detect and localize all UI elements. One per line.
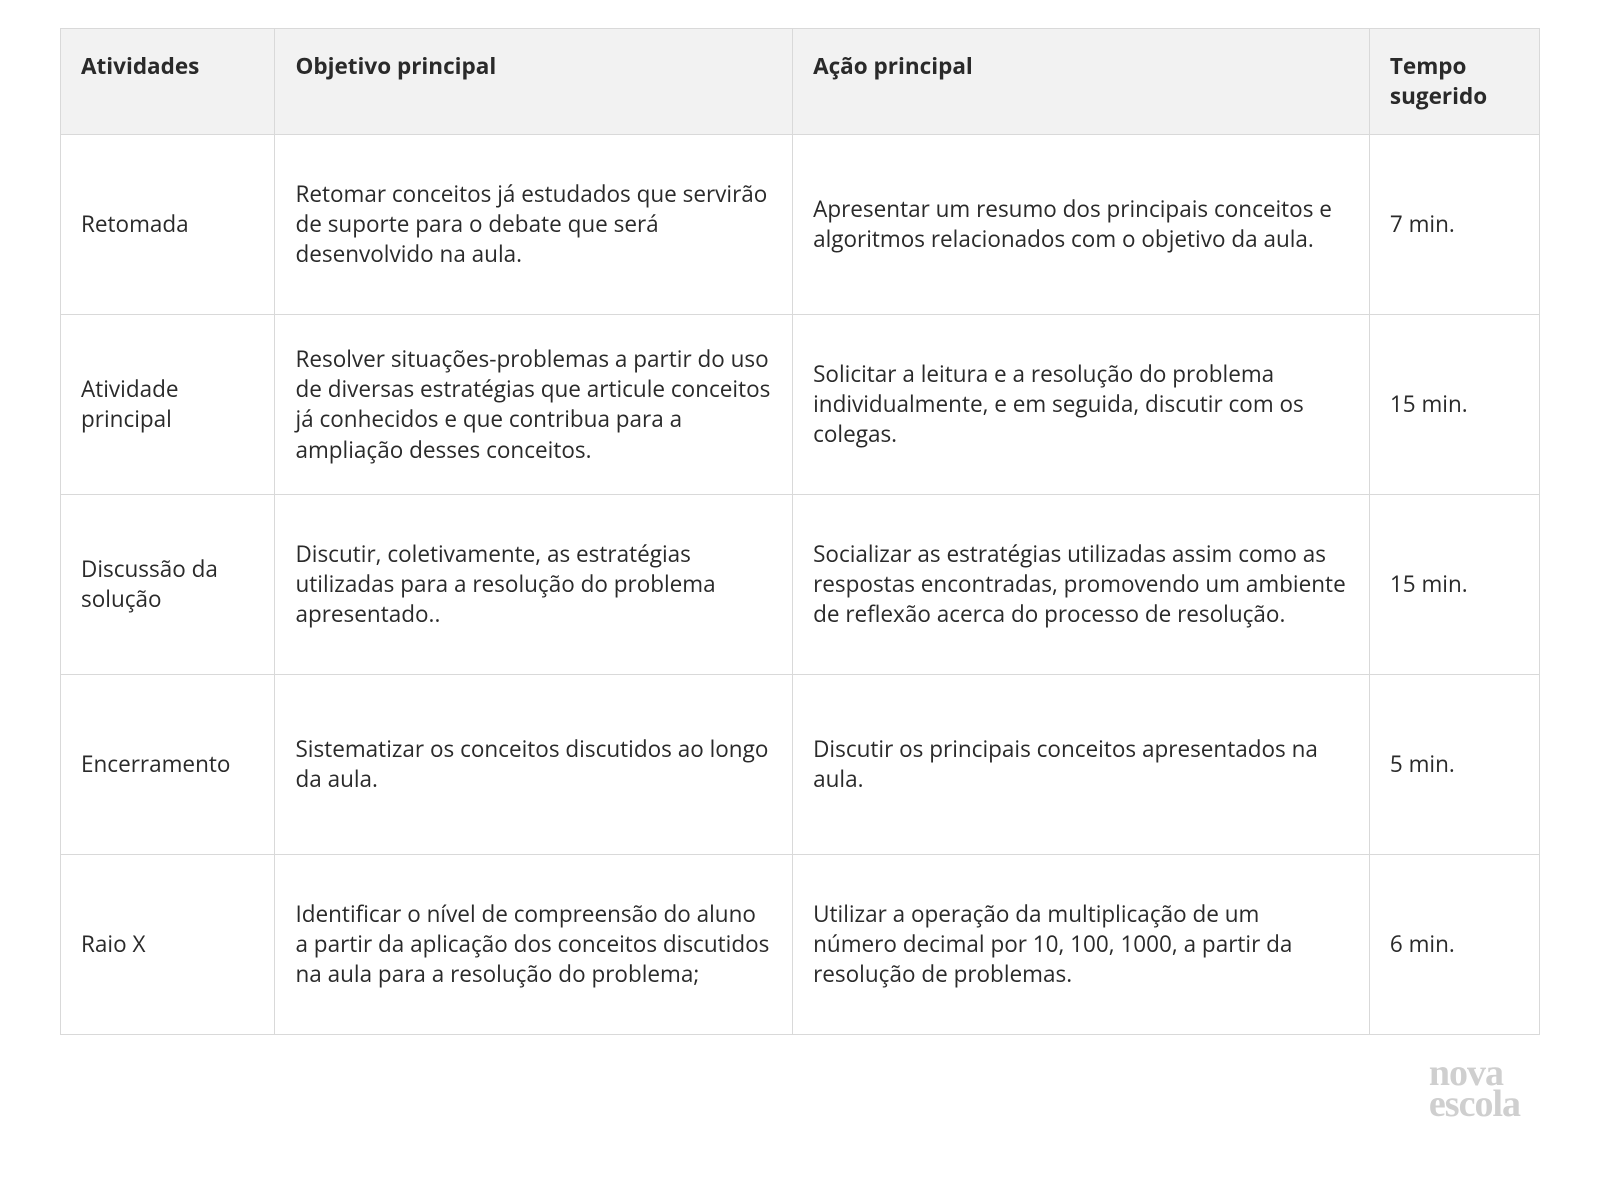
cell-atividade: Discussão da solução (61, 494, 275, 674)
cell-atividade: Raio X (61, 854, 275, 1034)
cell-objetivo: Sistematizar os conceitos discutidos ao … (275, 674, 793, 854)
table-row: Discussão da solução Discutir, coletivam… (61, 494, 1540, 674)
cell-acao: Discutir os principais conceitos apresen… (793, 674, 1370, 854)
cell-tempo: 15 min. (1369, 314, 1539, 494)
cell-atividade: Retomada (61, 134, 275, 314)
cell-tempo: 7 min. (1369, 134, 1539, 314)
table-row: Atividade principal Resolver situações-p… (61, 314, 1540, 494)
brand-watermark: nova escola (1429, 1058, 1520, 1120)
col-header-tempo: Tempo sugerido (1369, 29, 1539, 135)
cell-acao: Utilizar a operação da multiplicação de … (793, 854, 1370, 1034)
cell-objetivo: Identificar o nível de compreensão do al… (275, 854, 793, 1034)
cell-atividade: Encerramento (61, 674, 275, 854)
col-header-acao: Ação principal (793, 29, 1370, 135)
col-header-atividades: Atividades (61, 29, 275, 135)
cell-tempo: 15 min. (1369, 494, 1539, 674)
table-header-row: Atividades Objetivo principal Ação princ… (61, 29, 1540, 135)
watermark-line-2: escola (1429, 1089, 1520, 1120)
col-header-objetivo: Objetivo principal (275, 29, 793, 135)
cell-acao: Solicitar a leitura e a resolução do pro… (793, 314, 1370, 494)
cell-objetivo: Discutir, coletivamente, as estratégias … (275, 494, 793, 674)
cell-tempo: 6 min. (1369, 854, 1539, 1034)
cell-objetivo: Retomar conceitos já estudados que servi… (275, 134, 793, 314)
cell-objetivo: Resolver situações-problemas a partir do… (275, 314, 793, 494)
watermark-line-1: nova (1429, 1058, 1520, 1089)
table-row: Encerramento Sistematizar os conceitos d… (61, 674, 1540, 854)
lesson-plan-table: Atividades Objetivo principal Ação princ… (60, 28, 1540, 1035)
table-row: Raio X Identificar o nível de compreensã… (61, 854, 1540, 1034)
cell-atividade: Atividade principal (61, 314, 275, 494)
cell-acao: Socializar as estratégias utilizadas ass… (793, 494, 1370, 674)
cell-acao: Apresentar um resumo dos principais conc… (793, 134, 1370, 314)
cell-tempo: 5 min. (1369, 674, 1539, 854)
table-row: Retomada Retomar conceitos já estudados … (61, 134, 1540, 314)
